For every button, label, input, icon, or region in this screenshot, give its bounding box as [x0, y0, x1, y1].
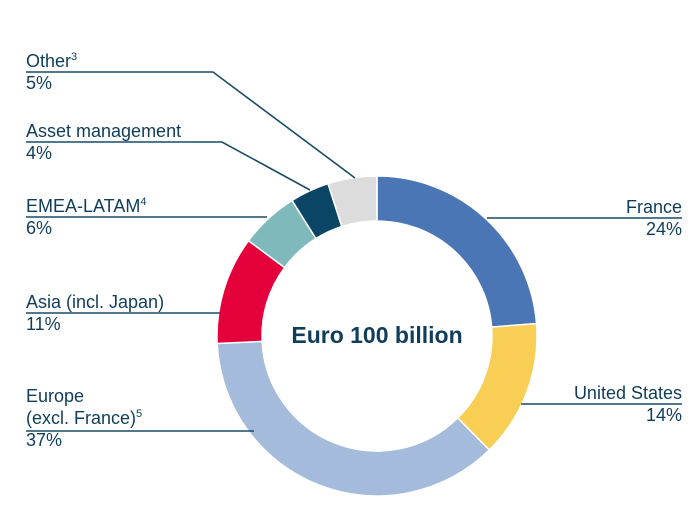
label-text-2: (excl. France) [26, 408, 137, 428]
label-value: 24% [645, 219, 682, 239]
label-value: 6% [26, 218, 53, 238]
label-europe: Europe (excl. France)5 37% [26, 385, 142, 451]
label-text: Asset management [26, 121, 182, 141]
label-text: Asia (incl. Japan) [26, 292, 165, 312]
label-value: 37% [26, 430, 63, 450]
slice-other [327, 175, 378, 228]
center-label: Euro 100 billion [291, 322, 463, 348]
footnote: 5 [136, 408, 143, 420]
label-value: 5% [26, 73, 53, 93]
label-france: France 24% [626, 196, 682, 240]
label-asset-management: Asset management 4% [26, 120, 181, 164]
label-text: EMEA-LATAM [26, 196, 141, 216]
label-value: 14% [645, 405, 682, 425]
footnote: 4 [140, 196, 147, 208]
label-other: Other3 5% [26, 50, 77, 94]
label-text: Europe [26, 386, 85, 406]
label-text: France [625, 197, 682, 217]
label-united-states: United States 14% [574, 382, 682, 426]
slice-france [376, 175, 538, 328]
label-text: Other [26, 51, 72, 71]
slice-europe-excl-france- [216, 340, 491, 497]
label-emea-latam: EMEA-LATAM4 6% [26, 195, 146, 239]
label-value: 11% [26, 314, 61, 334]
leader-other [26, 71, 356, 179]
label-asia: Asia (incl. Japan) 11% [26, 291, 164, 335]
footnote: 3 [71, 51, 78, 63]
label-value: 4% [26, 143, 53, 163]
label-text: United States [573, 383, 682, 403]
leader-asset-management [26, 141, 311, 191]
